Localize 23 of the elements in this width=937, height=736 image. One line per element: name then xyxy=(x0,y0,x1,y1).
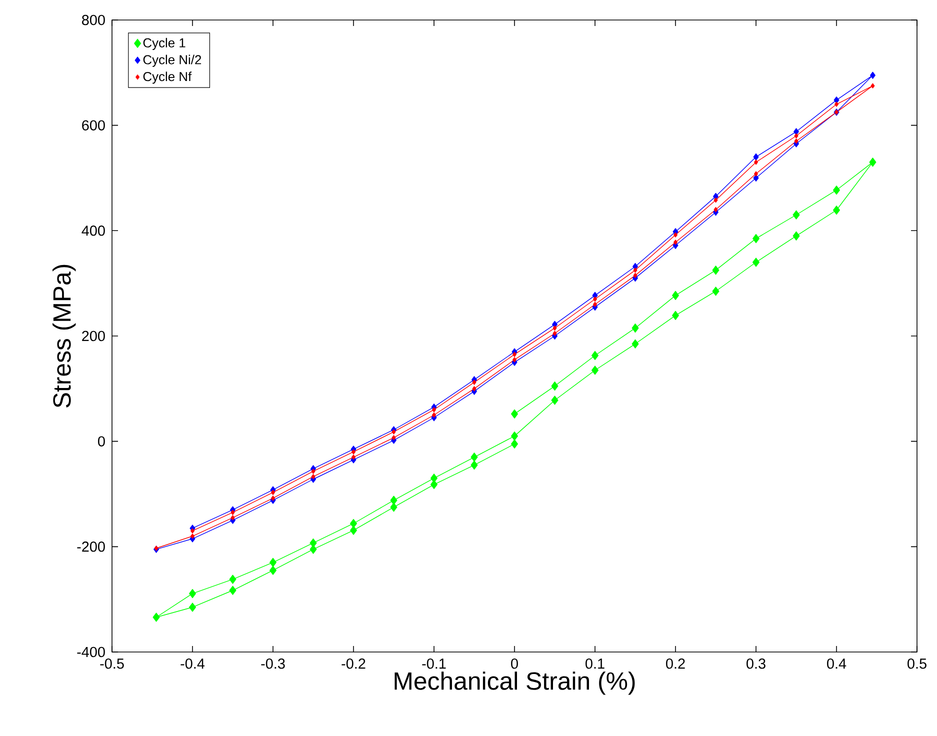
x-axis-title: Mechanical Strain (%) xyxy=(394,672,635,695)
x-tick-label: -0.3 xyxy=(261,658,285,669)
x-tick-label: 0.5 xyxy=(908,658,926,669)
y-tick-label: 0 xyxy=(98,436,105,446)
legend-label: Cycle Nf xyxy=(143,72,192,84)
x-tick-label: 0.1 xyxy=(586,658,604,669)
legend-label: Cycle 1 xyxy=(143,38,186,50)
y-axis-title: Stress (MPa) xyxy=(52,264,76,408)
y-tick-label: -400 xyxy=(77,646,105,658)
x-tick-label: -0.1 xyxy=(422,658,446,669)
x-tick-label: -0.5 xyxy=(100,658,124,669)
y-tick-label: 800 xyxy=(82,14,105,26)
y-tick-label: 400 xyxy=(82,226,105,236)
y-tick-label: -200 xyxy=(77,542,105,552)
x-tick-label: -0.2 xyxy=(342,658,366,669)
y-tick-label: 200 xyxy=(82,330,105,342)
x-tick-label: 0.2 xyxy=(666,658,685,669)
x-tick-label: 0.3 xyxy=(746,658,766,669)
x-tick-label: -0.4 xyxy=(180,658,205,669)
x-tick-label: 0.4 xyxy=(827,658,846,669)
y-tick-label: 600 xyxy=(82,120,105,130)
legend-label: Cycle Ni/2 xyxy=(143,54,202,67)
x-tick-label: 0 xyxy=(511,658,518,669)
